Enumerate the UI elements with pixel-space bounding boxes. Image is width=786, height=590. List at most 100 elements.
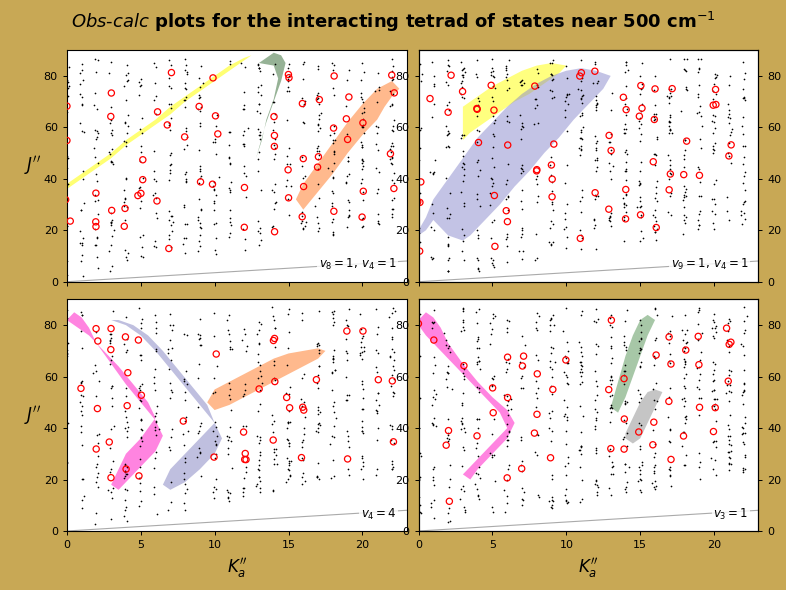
Point xyxy=(620,105,633,114)
Point xyxy=(530,230,542,239)
Point xyxy=(648,448,661,458)
Point xyxy=(546,503,559,512)
Point xyxy=(193,73,206,83)
Point xyxy=(148,58,160,68)
Point xyxy=(634,202,647,212)
Point xyxy=(61,91,74,101)
Point xyxy=(387,183,400,193)
Point xyxy=(413,474,425,484)
Point xyxy=(738,152,751,162)
Point xyxy=(61,107,73,116)
Point xyxy=(724,453,736,463)
Point xyxy=(500,116,512,125)
Point xyxy=(442,361,454,371)
Point xyxy=(75,428,87,437)
Point xyxy=(356,422,369,432)
Point xyxy=(283,465,296,474)
Point xyxy=(473,415,486,424)
Point xyxy=(426,199,439,209)
Point xyxy=(736,112,749,122)
Point xyxy=(457,315,469,324)
Point xyxy=(135,414,148,424)
Point xyxy=(618,124,630,133)
Point xyxy=(180,84,193,94)
Point xyxy=(710,100,722,109)
Point xyxy=(327,398,340,407)
Point xyxy=(151,402,163,411)
Point xyxy=(501,159,514,169)
Point xyxy=(543,414,556,423)
Point xyxy=(77,474,90,483)
Point xyxy=(178,233,190,242)
Point xyxy=(588,214,601,224)
Point xyxy=(105,130,118,140)
Point xyxy=(413,351,426,360)
Point xyxy=(457,317,469,327)
Point xyxy=(356,94,369,104)
Point xyxy=(355,76,368,85)
Point xyxy=(663,116,675,126)
Point xyxy=(531,350,543,359)
Point xyxy=(134,478,146,488)
Point xyxy=(739,428,751,438)
Point xyxy=(707,401,720,411)
Point xyxy=(677,229,689,238)
Point xyxy=(590,166,602,175)
Point xyxy=(605,316,618,325)
Point xyxy=(267,336,280,345)
Point xyxy=(148,372,160,382)
Point xyxy=(165,211,178,221)
Point xyxy=(545,348,557,358)
Point xyxy=(223,153,236,163)
Point xyxy=(148,490,160,499)
Point xyxy=(106,402,119,411)
Point xyxy=(723,424,736,434)
Point xyxy=(678,419,691,428)
Point xyxy=(343,65,356,75)
Point xyxy=(487,218,499,227)
Point xyxy=(738,386,751,396)
Point xyxy=(457,64,469,74)
Point xyxy=(328,150,340,159)
Point xyxy=(252,325,265,335)
Point xyxy=(722,376,735,385)
Point xyxy=(722,386,735,396)
Point xyxy=(559,352,571,361)
Point xyxy=(193,178,206,188)
Point xyxy=(707,94,719,104)
Point xyxy=(90,431,103,440)
Point xyxy=(575,86,587,95)
Point xyxy=(343,197,355,206)
Point xyxy=(664,155,677,165)
Point xyxy=(501,140,514,150)
Point xyxy=(618,374,630,384)
Point xyxy=(326,173,339,183)
Point xyxy=(192,215,204,224)
Point xyxy=(707,358,719,367)
Point xyxy=(327,471,340,480)
Point xyxy=(649,150,662,160)
Point xyxy=(663,128,676,137)
Point xyxy=(692,64,705,73)
Point xyxy=(485,174,498,183)
Point xyxy=(386,391,399,401)
Point xyxy=(501,498,513,507)
Point xyxy=(75,127,88,136)
Point xyxy=(440,77,453,87)
Point xyxy=(206,179,219,189)
Point xyxy=(695,55,707,64)
Point xyxy=(75,378,87,387)
Point xyxy=(178,96,190,105)
Point xyxy=(666,311,678,320)
Point xyxy=(121,463,134,472)
Point xyxy=(486,502,498,512)
Point xyxy=(505,405,517,414)
Point xyxy=(457,388,469,398)
Point xyxy=(429,422,442,431)
Point xyxy=(696,122,708,131)
Point xyxy=(162,345,174,354)
Point xyxy=(64,217,76,226)
Point xyxy=(311,226,324,235)
Point xyxy=(471,343,483,353)
Point xyxy=(282,418,295,427)
